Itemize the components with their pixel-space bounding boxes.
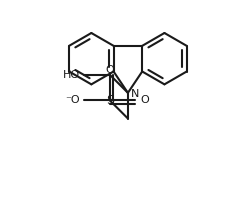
Text: HO: HO (63, 70, 80, 80)
Text: O: O (105, 65, 114, 75)
Text: O: O (140, 95, 149, 105)
Text: ⁻O: ⁻O (66, 95, 80, 105)
Text: N: N (131, 89, 139, 99)
Text: S: S (106, 94, 114, 107)
